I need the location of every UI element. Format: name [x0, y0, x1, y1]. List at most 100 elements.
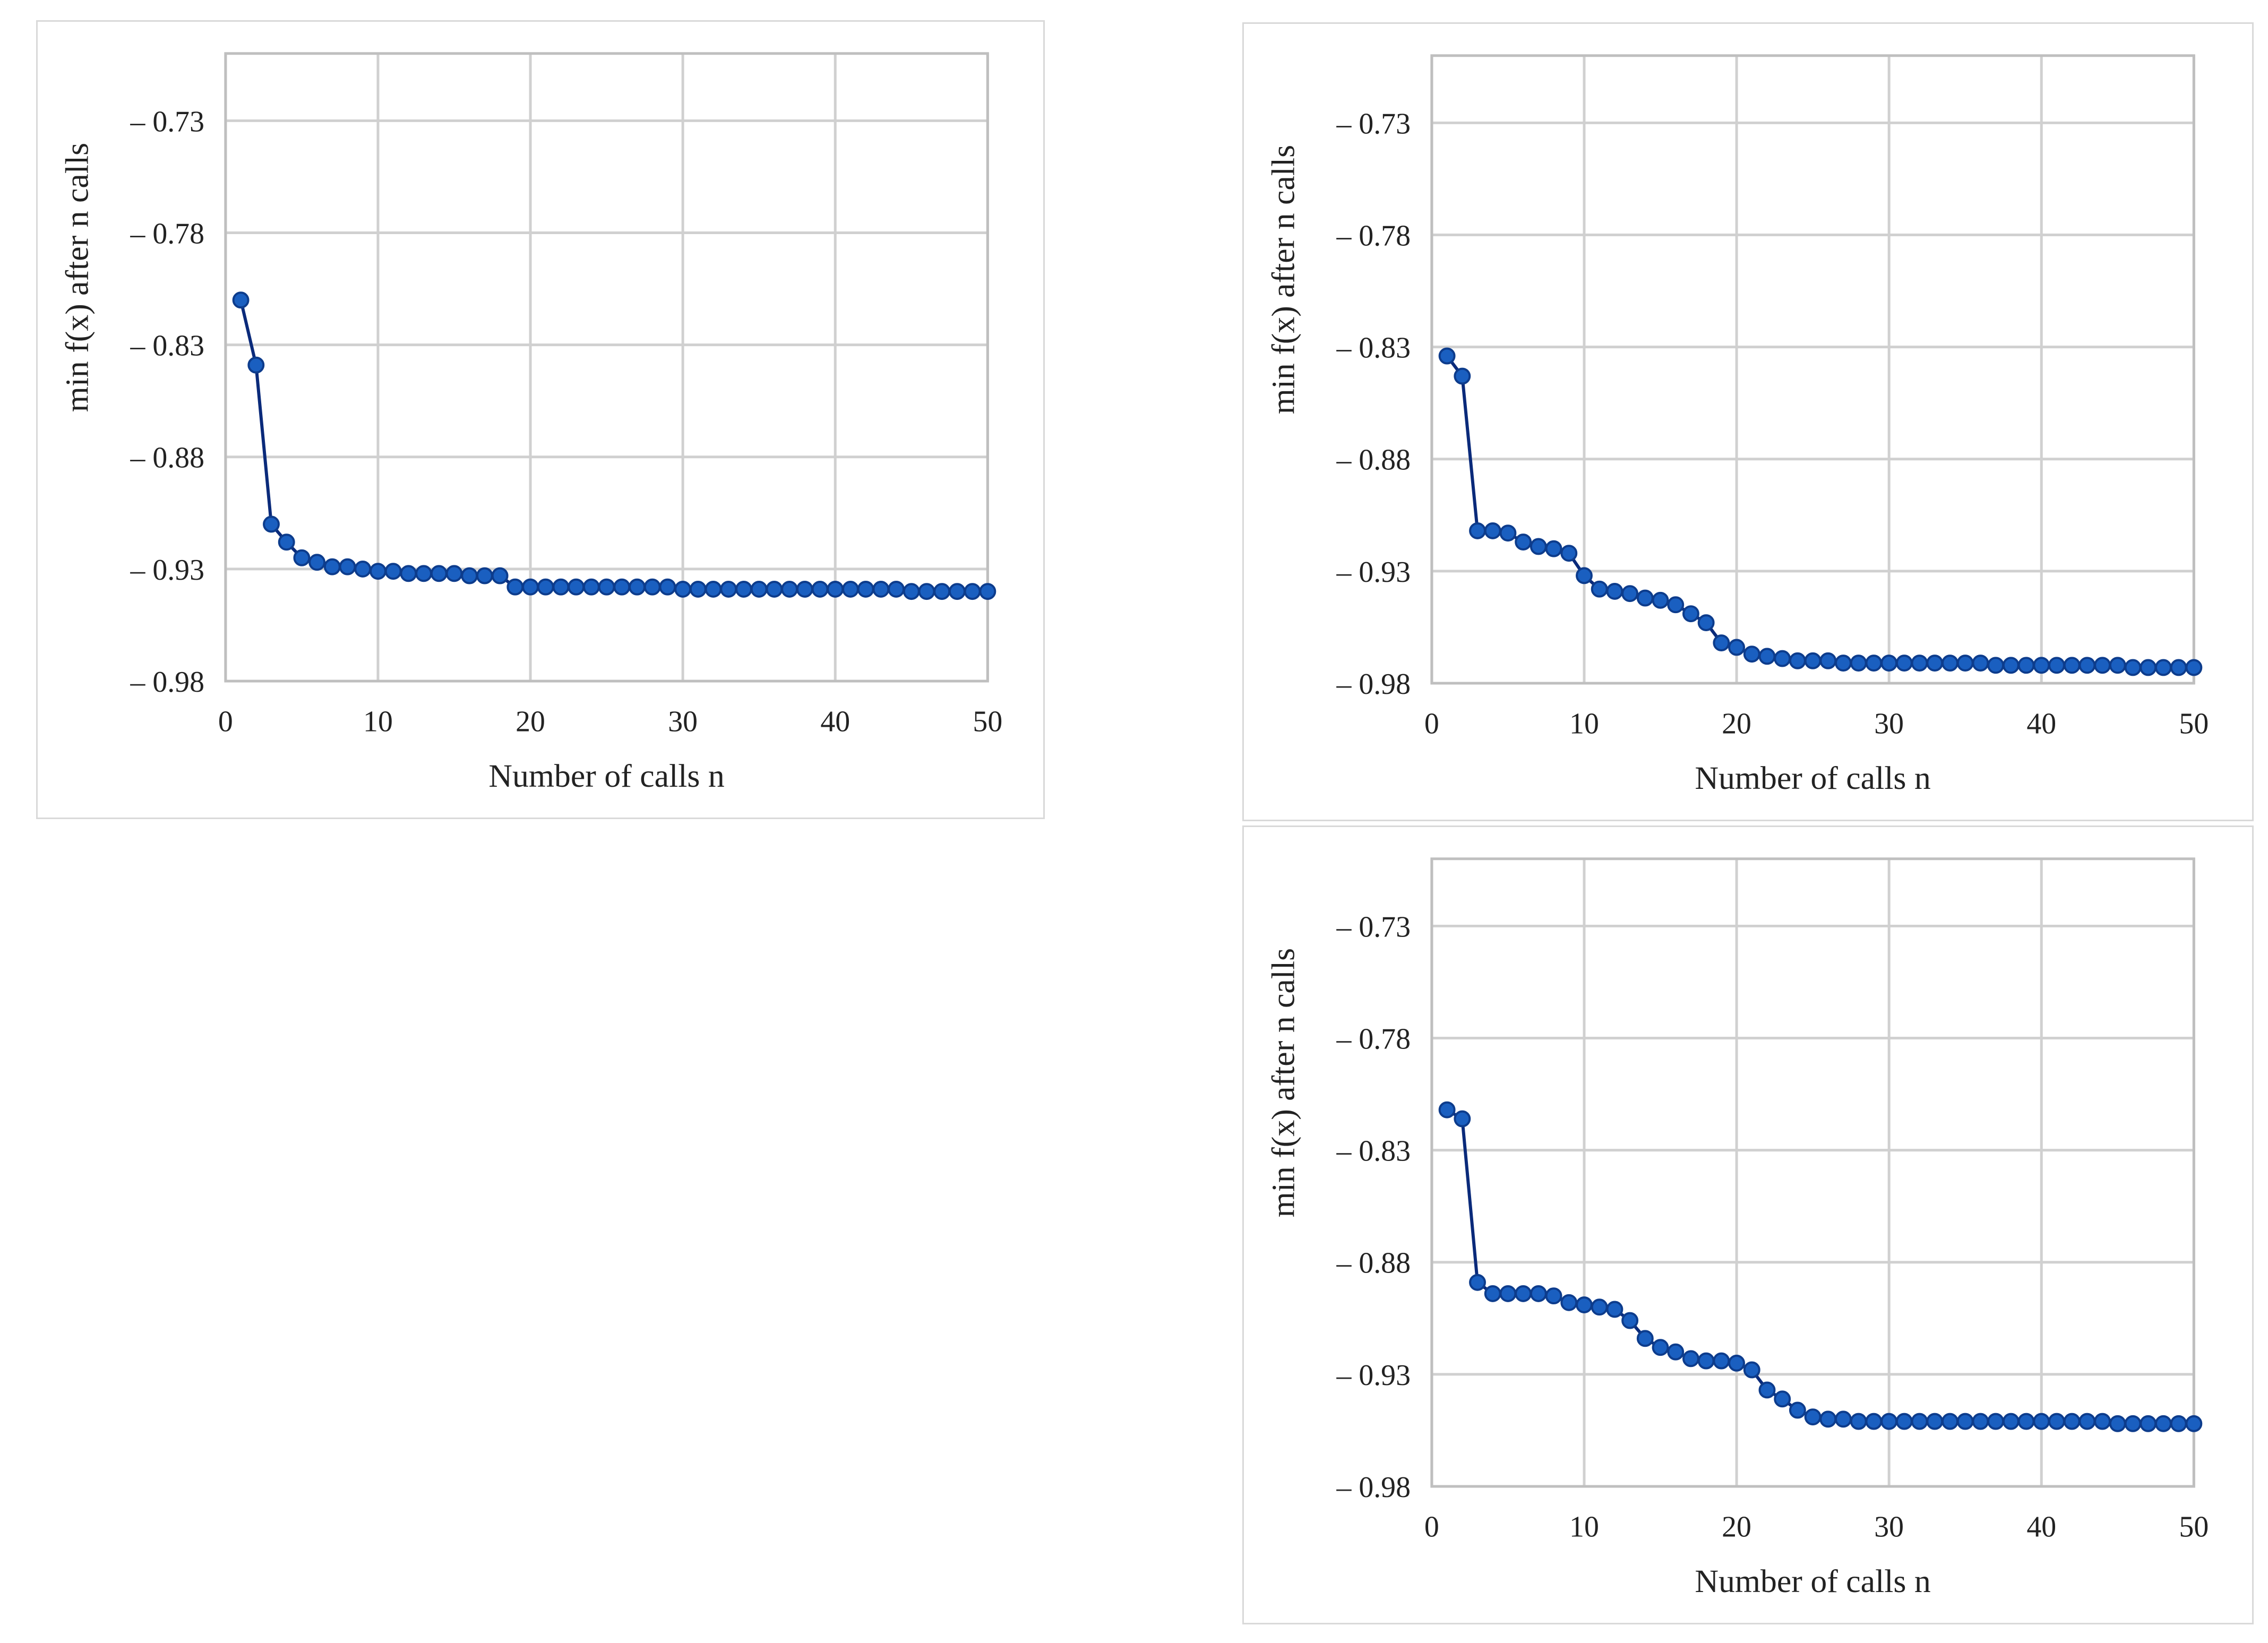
- chart-3-data-point: [1591, 1298, 1608, 1316]
- chart-1-data-point: [842, 580, 859, 598]
- chart-3-data-point: [1926, 1413, 1944, 1430]
- chart-1-data-point: [308, 554, 326, 571]
- chart-3-plot-area: [1430, 857, 2195, 1488]
- chart-3-data-point: [1789, 1401, 1806, 1419]
- chart-1-data-point: [232, 291, 250, 309]
- chart-1-xtick-label: 0: [218, 706, 233, 738]
- chart-2-xtick-label: 0: [1424, 708, 1439, 741]
- chart-2-data-point: [1484, 522, 1501, 539]
- chart-1-data-point: [720, 580, 737, 598]
- chart-3-data-point: [1560, 1294, 1578, 1311]
- chart-3-data-point: [2094, 1413, 2111, 1430]
- chart-3-xtick-label: 20: [1722, 1511, 1751, 1544]
- chart-1-data-point: [247, 356, 265, 374]
- chart-1-data-point: [948, 583, 966, 600]
- chart-2-data-point: [2033, 657, 2050, 674]
- chart-1-data-point: [643, 578, 661, 596]
- chart-3-data-point: [1804, 1408, 1822, 1426]
- chart-3-xtick-label: 10: [1569, 1511, 1599, 1544]
- chart-2-data-point: [1972, 655, 1989, 672]
- chart-3-data-point: [2140, 1415, 2157, 1432]
- chart-3-data-point: [1530, 1285, 1547, 1302]
- chart-1-data-point: [384, 563, 402, 580]
- chart-3-data-point: [1499, 1285, 1517, 1302]
- chart-3-data-point: [2170, 1415, 2187, 1432]
- chart-3-data-point: [1667, 1343, 1685, 1361]
- chart-3-data-point: [1835, 1410, 1852, 1428]
- chart-2-data-point: [1438, 347, 1456, 365]
- chart-3-data-point: [2109, 1415, 2126, 1432]
- chart-3-data-point: [1880, 1413, 1898, 1430]
- chart-2-data-point: [1713, 634, 1730, 651]
- chart-1-data-point: [827, 580, 844, 598]
- chart-3-data-point: [1713, 1352, 1730, 1370]
- chart-1-data-point: [689, 580, 707, 598]
- chart-2-xtick-label: 20: [1722, 708, 1751, 741]
- chart-3-data-point: [1728, 1354, 1746, 1372]
- chart-3-ytick-label: – 0.83: [1336, 1135, 1411, 1168]
- chart-3-data-point: [1621, 1312, 1639, 1329]
- chart-1-data-point: [354, 560, 372, 578]
- chart-1-data-point: [552, 578, 570, 596]
- chart-1-data-point: [598, 578, 615, 596]
- chart-2-data-point: [1621, 585, 1639, 603]
- chart-3-data-point: [1652, 1339, 1669, 1356]
- chart-1-plot-area: [224, 52, 989, 683]
- chart-1-data-point: [659, 578, 676, 596]
- chart-2-data-point: [1895, 655, 1913, 672]
- chart-2-data-point: [1774, 650, 1791, 667]
- chart-2-ytick-label: – 0.88: [1336, 444, 1411, 477]
- chart-1-data-point: [613, 578, 631, 596]
- chart-2-data-point: [1682, 605, 1699, 623]
- chart-1-ytick-label: – 0.88: [130, 442, 204, 475]
- chart-2-data-point: [1545, 540, 1562, 557]
- chart-2-data-point: [1469, 522, 1486, 539]
- chart-1-data-point: [506, 578, 524, 596]
- chart-1-ytick-label: – 0.98: [130, 666, 204, 699]
- chart-1-data-point: [491, 567, 509, 584]
- chart-2-data-point: [1911, 655, 1928, 672]
- chart-1-data-point: [705, 580, 722, 598]
- chart-1-data-point: [766, 580, 783, 598]
- chart-3-data-point: [1454, 1110, 1471, 1128]
- chart-1-data-point: [461, 567, 478, 584]
- chart-2-data-point: [1758, 648, 1776, 665]
- chart-3-data-point: [1865, 1413, 1883, 1430]
- chart-2-data-point: [1636, 589, 1654, 607]
- chart-1-data-point: [811, 580, 829, 598]
- chart-2-data-point: [2140, 659, 2157, 676]
- chart-1-xtick-label: 50: [973, 706, 1002, 738]
- chart-1-data-point: [430, 565, 448, 582]
- chart-2-data-point: [2170, 659, 2187, 676]
- chart-3-data-point: [2078, 1413, 2096, 1430]
- chart-3-xtick-label: 40: [2026, 1511, 2056, 1544]
- chart-3-data-point: [1636, 1330, 1654, 1347]
- chart-3-data-point: [1469, 1274, 1486, 1291]
- chart-1-data-point: [323, 558, 341, 575]
- chart-3-data-point: [1545, 1287, 1562, 1305]
- chart-1-data-point: [568, 578, 585, 596]
- chart-1-data-point: [629, 578, 646, 596]
- chart-2-data-point: [1499, 524, 1517, 542]
- chart-2-ytick-label: – 0.78: [1336, 219, 1411, 252]
- chart-1-xtick-label: 20: [516, 706, 545, 738]
- chart-1-data-point: [263, 515, 280, 533]
- chart-1-xtick-label: 30: [668, 706, 698, 738]
- chart-2-data-point: [1606, 582, 1623, 600]
- chart-2-data-point: [1515, 534, 1532, 550]
- chart-2-svg: – 0.73 – 0.78 – 0.83 – 0.88 – 0.93 – 0.98 0 10 2…: [1266, 54, 2209, 796]
- chart-2-ytick-label: – 0.93: [1336, 556, 1411, 589]
- chart-1-data-point: [750, 580, 768, 598]
- chart-1-ytick-label: – 0.93: [130, 554, 204, 587]
- chart-2-data-point: [1865, 655, 1883, 672]
- chart-1-data-point: [781, 580, 798, 598]
- chart-1-data-point: [278, 534, 295, 551]
- chart-1-data-point: [735, 580, 752, 598]
- chart-2-data-point: [2063, 657, 2081, 674]
- chart-3-data-point: [2124, 1415, 2142, 1432]
- chart-2-xtick-label: 10: [1569, 708, 1599, 741]
- chart-3-data-point: [2048, 1413, 2065, 1430]
- chart-1-data-point: [293, 549, 311, 566]
- chart-panel-1: – 0.73 – 0.78 – 0.83 – 0.88 – 0.93 – 0.98 0 10 2…: [36, 20, 1045, 819]
- chart-2-data-point: [1850, 655, 1867, 672]
